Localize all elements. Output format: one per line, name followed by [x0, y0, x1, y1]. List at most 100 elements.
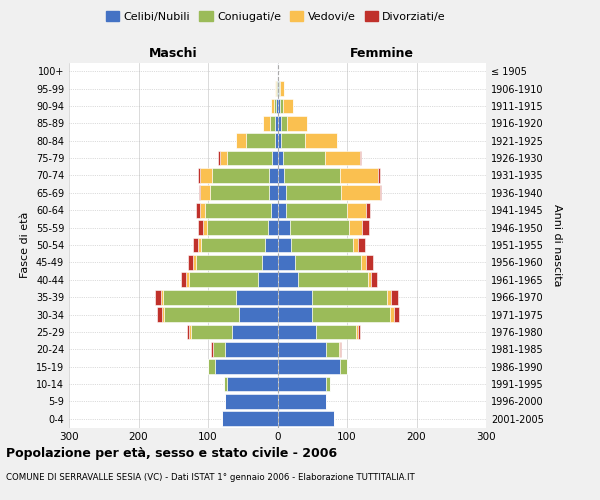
Bar — [227, 376, 277, 392]
Bar — [269, 168, 277, 183]
Bar — [275, 134, 277, 148]
Bar — [203, 220, 206, 235]
Bar — [276, 81, 277, 96]
Bar — [271, 203, 277, 218]
Bar — [292, 238, 353, 252]
Bar — [208, 360, 215, 374]
Bar — [279, 81, 280, 96]
Bar — [215, 360, 277, 374]
Text: COMUNE DI SERRAVALLE SESIA (VC) - Dati ISTAT 1° gennaio 2006 - Elaborazione TUTT: COMUNE DI SERRAVALLE SESIA (VC) - Dati I… — [6, 472, 415, 482]
Bar — [277, 272, 298, 287]
Bar — [188, 272, 258, 287]
Bar — [277, 412, 334, 426]
Bar — [205, 203, 271, 218]
Bar — [277, 360, 340, 374]
Bar — [193, 255, 196, 270]
Bar — [155, 290, 161, 304]
Bar — [181, 272, 187, 287]
Bar — [236, 134, 246, 148]
Bar — [312, 290, 388, 304]
Bar — [222, 412, 277, 426]
Bar — [276, 98, 277, 114]
Bar — [277, 255, 295, 270]
Bar — [224, 376, 227, 392]
Bar — [162, 307, 164, 322]
Bar — [359, 150, 361, 166]
Bar — [358, 324, 360, 340]
Bar — [362, 220, 368, 235]
Bar — [394, 307, 399, 322]
Bar — [280, 98, 283, 114]
Bar — [361, 255, 367, 270]
Bar — [277, 238, 292, 252]
Bar — [283, 150, 325, 166]
Bar — [265, 238, 277, 252]
Bar — [269, 186, 277, 200]
Bar — [367, 255, 373, 270]
Text: Femmine: Femmine — [350, 47, 414, 60]
Bar — [226, 342, 277, 356]
Bar — [275, 116, 277, 130]
Bar — [325, 150, 359, 166]
Bar — [356, 324, 358, 340]
Bar — [197, 220, 203, 235]
Bar — [380, 186, 381, 200]
Bar — [274, 98, 276, 114]
Bar — [341, 186, 380, 200]
Bar — [164, 307, 239, 322]
Bar — [286, 186, 341, 200]
Bar — [161, 290, 163, 304]
Y-axis label: Anni di nascita: Anni di nascita — [552, 204, 562, 286]
Text: Maschi: Maschi — [149, 47, 197, 60]
Bar — [196, 203, 200, 218]
Bar — [338, 342, 340, 356]
Bar — [236, 290, 277, 304]
Bar — [263, 116, 270, 130]
Bar — [277, 98, 280, 114]
Bar — [201, 238, 265, 252]
Bar — [200, 186, 210, 200]
Bar — [284, 168, 340, 183]
Bar — [316, 324, 356, 340]
Bar — [206, 220, 268, 235]
Bar — [298, 272, 368, 287]
Bar — [271, 98, 274, 114]
Bar — [193, 238, 198, 252]
Bar — [277, 134, 281, 148]
Bar — [277, 376, 326, 392]
Bar — [305, 134, 337, 148]
Bar — [390, 307, 394, 322]
Bar — [388, 290, 391, 304]
Bar — [326, 342, 338, 356]
Bar — [277, 307, 312, 322]
Bar — [368, 272, 371, 287]
Bar — [340, 360, 347, 374]
Bar — [277, 342, 326, 356]
Bar — [287, 116, 307, 130]
Legend: Celibi/Nubili, Coniugati/e, Vedovi/e, Divorziati/e: Celibi/Nubili, Coniugati/e, Vedovi/e, Di… — [101, 6, 451, 26]
Bar — [275, 81, 276, 96]
Bar — [281, 116, 287, 130]
Bar — [391, 290, 398, 304]
Bar — [277, 324, 316, 340]
Bar — [281, 134, 305, 148]
Bar — [227, 150, 272, 166]
Bar — [340, 168, 378, 183]
Bar — [200, 168, 212, 183]
Bar — [157, 307, 162, 322]
Bar — [283, 98, 293, 114]
Bar — [246, 134, 275, 148]
Bar — [277, 290, 312, 304]
Bar — [188, 255, 193, 270]
Bar — [277, 186, 286, 200]
Bar — [200, 203, 205, 218]
Bar — [312, 307, 390, 322]
Bar — [189, 324, 191, 340]
Bar — [277, 394, 326, 409]
Bar — [268, 220, 277, 235]
Bar — [187, 324, 189, 340]
Bar — [277, 64, 278, 78]
Bar — [199, 186, 200, 200]
Bar — [277, 203, 286, 218]
Text: Popolazione per età, sesso e stato civile - 2006: Popolazione per età, sesso e stato civil… — [6, 448, 337, 460]
